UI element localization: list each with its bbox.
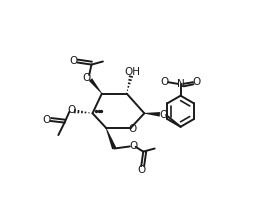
Polygon shape bbox=[89, 78, 102, 94]
Text: N: N bbox=[177, 79, 184, 89]
Polygon shape bbox=[106, 128, 116, 149]
Text: O: O bbox=[67, 105, 75, 115]
Text: O: O bbox=[128, 124, 136, 134]
Polygon shape bbox=[144, 112, 160, 117]
Text: O: O bbox=[43, 115, 51, 125]
Text: OH: OH bbox=[124, 67, 140, 77]
Text: O: O bbox=[192, 77, 200, 87]
Text: O: O bbox=[70, 56, 78, 66]
Text: O: O bbox=[161, 77, 169, 87]
Text: O: O bbox=[129, 141, 138, 151]
Text: O: O bbox=[137, 165, 146, 175]
Text: O: O bbox=[82, 74, 90, 84]
Text: O: O bbox=[160, 110, 168, 120]
